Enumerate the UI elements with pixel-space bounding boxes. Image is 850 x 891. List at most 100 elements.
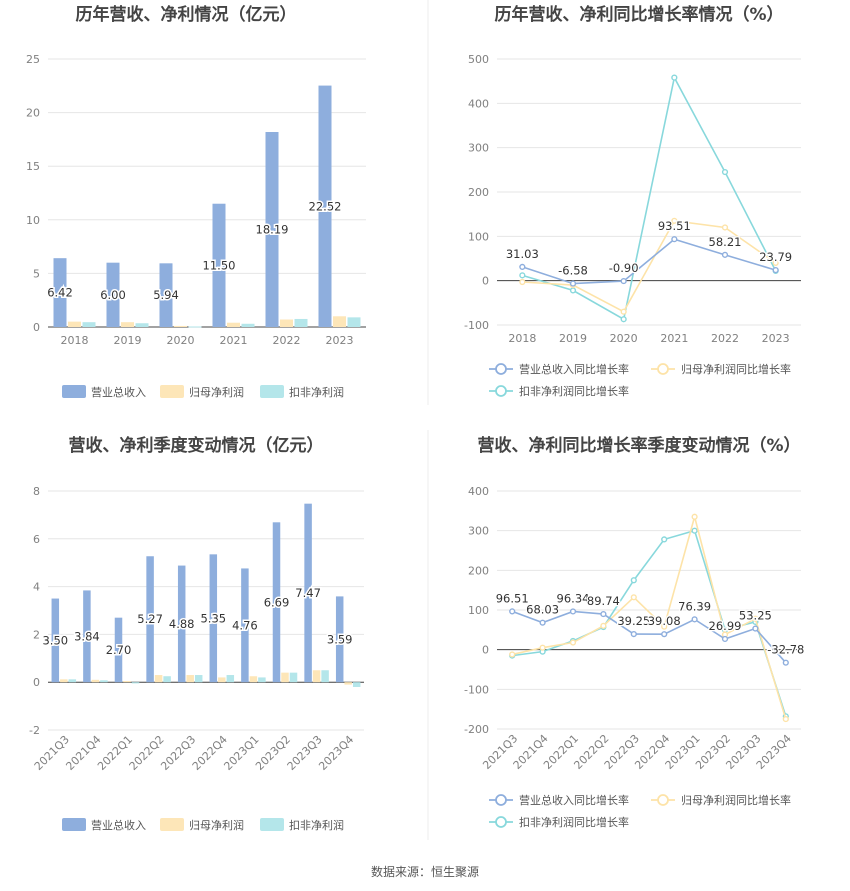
bar-revenue: [114, 617, 123, 683]
bar-net-profit: [121, 322, 134, 327]
data-label: 96.34: [557, 591, 590, 605]
bar-net-profit: [333, 316, 346, 327]
data-source: 数据来源：恒生聚源: [371, 864, 479, 879]
bar-revenue: [212, 203, 226, 327]
x-tick-label: 2022: [273, 334, 301, 347]
x-tick-label: 2019: [114, 334, 142, 347]
line-point: [661, 631, 668, 638]
y-tick-label: 8: [33, 485, 40, 498]
line-point: [600, 622, 607, 629]
line-point: [782, 659, 789, 666]
line-point: [721, 224, 729, 231]
data-label: 23.79: [759, 250, 792, 264]
chart-title: 历年营收、净利同比增长率情况（%）: [494, 4, 783, 25]
line-series-deducted-profit: [522, 75, 777, 321]
bar-revenue: [51, 598, 60, 683]
legend-marker: [495, 363, 507, 375]
data-label: 3.59: [327, 632, 353, 646]
legend-swatch: [260, 818, 284, 831]
data-label: 6.42: [47, 286, 73, 300]
line-point: [671, 236, 678, 243]
y-tick-label: 15: [26, 160, 40, 173]
y-tick-label: 0: [33, 321, 40, 334]
line-series-revenue: [522, 238, 776, 285]
chart-title: 历年营收、净利情况（亿元）: [76, 4, 297, 25]
data-label: 68.03: [526, 603, 559, 617]
y-tick-label: 100: [468, 604, 489, 617]
bar-net-profit: [249, 676, 258, 683]
bar-net-profit: [174, 325, 187, 327]
line-series-net-profit: [522, 219, 777, 313]
y-tick-label: 6: [33, 533, 40, 546]
data-label: 11.50: [203, 258, 236, 272]
data-label: 22.52: [309, 199, 342, 213]
line-point: [620, 308, 627, 315]
bar-net-profit: [281, 672, 289, 683]
bar-deducted-profit: [289, 672, 298, 683]
line-point: [539, 644, 546, 651]
legend-label: 扣非净利润同比增长率: [519, 815, 629, 829]
y-tick-label: 2: [33, 628, 40, 641]
bar-deducted-profit: [347, 317, 361, 327]
line-point: [509, 608, 516, 615]
data-label: 93.51: [658, 219, 691, 233]
x-tick-label: 2019: [559, 332, 587, 345]
line-point: [600, 610, 607, 618]
legend-swatch: [260, 385, 284, 398]
x-tick-label: 2018: [61, 334, 89, 347]
data-label: 2.70: [106, 643, 132, 657]
line-point: [569, 280, 577, 287]
line-point: [661, 536, 668, 543]
bar-revenue: [209, 554, 218, 683]
line-point: [630, 594, 637, 601]
chart-title: 营收、净利季度变动情况（亿元）: [69, 435, 324, 456]
legend-label: 归母净利润同比增长率: [681, 362, 791, 376]
bar-net-profit: [280, 319, 293, 327]
bar-deducted-profit: [321, 670, 329, 683]
line-point: [721, 635, 729, 643]
legend-label: 扣非净利润同比增长率: [519, 384, 629, 398]
legend-label: 营业总收入同比增长率: [519, 362, 629, 376]
bar-revenue: [335, 596, 344, 683]
data-label: 4.76: [232, 618, 258, 632]
line-point: [620, 316, 627, 323]
line-point: [569, 639, 577, 646]
line-point: [630, 577, 637, 584]
line-point: [620, 277, 627, 285]
line-series-revenue: [511, 610, 787, 664]
legend-label: 归母净利润: [189, 385, 244, 399]
bar-net-profit: [60, 679, 68, 683]
bar-revenue: [177, 565, 186, 683]
bar-net-profit: [123, 681, 131, 683]
line-point: [752, 615, 759, 622]
data-label: 39.08: [648, 614, 681, 628]
legend-marker: [495, 794, 507, 806]
bar-net-profit: [312, 670, 321, 683]
data-label: -6.58: [558, 264, 588, 278]
x-tick-label: 2022: [711, 332, 739, 345]
bar-deducted-profit: [294, 318, 308, 327]
bar-revenue: [304, 503, 312, 683]
line-point: [661, 623, 668, 630]
bar-revenue: [272, 522, 281, 683]
y-tick-label: 25: [26, 53, 40, 66]
bar-deducted-profit: [68, 679, 77, 683]
bar-deducted-profit: [100, 680, 108, 683]
bar-net-profit: [186, 675, 194, 683]
y-tick-label: 0: [33, 676, 40, 689]
data-label: -0.90: [609, 261, 639, 275]
legend-label: 归母净利润同比增长率: [681, 793, 791, 807]
data-label: 89.74: [587, 594, 620, 608]
y-tick-label: 200: [468, 564, 489, 577]
line-point: [519, 272, 526, 279]
y-tick-label: 200: [468, 186, 489, 199]
legend-label: 归母净利润: [189, 818, 244, 832]
legend-label: 扣非净利润: [289, 385, 344, 399]
x-tick-label: 2021: [660, 332, 688, 345]
data-label: 7.47: [295, 586, 321, 600]
legend-marker: [495, 385, 507, 397]
data-label: 3.50: [42, 633, 68, 647]
x-tick-label: 2021: [220, 334, 248, 347]
line-point: [772, 259, 779, 267]
y-tick-label: 400: [468, 485, 489, 498]
